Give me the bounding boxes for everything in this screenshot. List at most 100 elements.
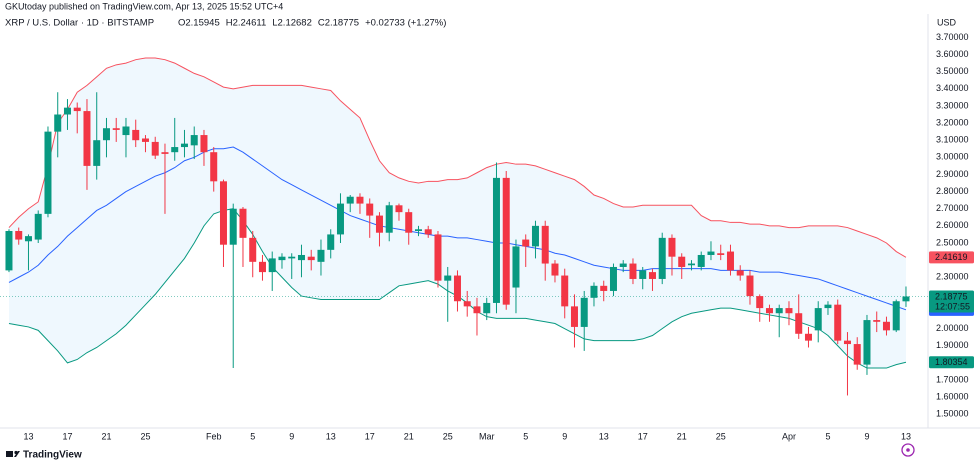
candle-body [268,258,276,273]
y-tick-label: 3.10000 [936,135,969,145]
x-tick-label: 21 [101,431,111,441]
x-tick-label: 5 [523,431,528,441]
candle-body [580,297,588,327]
candle-body [327,234,335,250]
candle-body [609,266,617,291]
candle-body [132,129,140,141]
x-tick-label: Mar [479,431,495,441]
price-box-label: 1.80354 [935,357,968,367]
candle-body [229,208,237,245]
candle-body [210,152,218,182]
candle-body [356,196,364,204]
y-tick-label: 1.90000 [936,340,969,350]
candle-body [795,313,803,334]
x-tick-label: 25 [716,431,726,441]
candle-body [717,253,725,255]
candle-body [697,254,705,267]
candle-body [15,230,23,240]
candle-body [54,114,62,132]
candle-body [414,229,422,231]
candle-body [863,320,871,365]
y-tick-label: 2.30000 [936,272,969,282]
candle-body [297,254,305,261]
candle-body [278,256,286,261]
compare-icon[interactable] [901,443,915,457]
candle-body [385,205,393,233]
price-box [929,251,974,264]
candle-body [902,296,910,302]
x-tick-label: 5 [825,431,830,441]
ohlc-legend-item: O2.15945 [178,18,220,29]
chart-title: XRP / U.S. Dollar · 1D · BITSTAMP [5,18,154,29]
y-tick-label: 3.00000 [936,152,969,162]
y-tick-label: 3.30000 [936,100,969,110]
x-tick-label: 13 [326,431,336,441]
candle-body [590,285,598,298]
y-tick-label: 1.60000 [936,392,969,402]
x-tick-label: 9 [289,431,294,441]
candle-body [473,306,481,314]
x-tick-label: 13 [23,431,33,441]
candle-body [34,213,42,240]
candle-body [395,205,403,213]
y-tick-label: 2.90000 [936,169,969,179]
candle-body [424,229,432,235]
footer-logo [6,450,20,457]
candle-body [736,270,744,276]
y-tick-label: 2.70000 [936,203,969,213]
candle-body [541,225,549,264]
candle-body [522,239,530,247]
x-tick-label: 17 [62,431,72,441]
candle-body [219,181,227,245]
candle-body [249,237,257,262]
countdown-label: 12:07:55 [935,301,970,311]
y-tick-label: 2.80000 [936,186,969,196]
y-tick-label: 1.70000 [936,374,969,384]
candle-body [658,237,666,279]
candle-body [707,251,715,255]
x-tick-label: 17 [365,431,375,441]
candle-body [765,308,773,314]
candle-body [668,237,676,257]
candle-body [551,263,559,276]
y-tick-label: 3.70000 [936,32,969,42]
candle-body [561,275,569,307]
x-tick-label: 21 [404,431,414,441]
candle-body [161,152,169,154]
candle-body [83,111,91,166]
candle-body [512,246,520,288]
candle-body [775,308,783,314]
y-tick-label: 2.60000 [936,220,969,230]
footer-brand: TradingView [23,450,82,461]
candle-body [463,301,471,307]
candle-body [151,141,159,156]
candle-body [492,177,500,303]
x-tick-label: 13 [901,431,911,441]
candle-body [746,275,754,297]
x-tick-label: 21 [677,431,687,441]
candle-body [190,135,198,146]
band-line [8,146,907,311]
candle-body [307,256,315,261]
candle-body [288,256,296,259]
candle-body [785,308,793,314]
candle-body [639,270,647,279]
candle-body [853,344,861,365]
y-tick-label: 1.50000 [936,409,969,419]
publisher-header: GKUtoday published on TradingView.com, A… [5,1,283,11]
ohlc-legend-item: H2.24611 [226,18,267,29]
candle-body [882,321,890,331]
candle-body [483,302,491,314]
plot-area [0,57,928,396]
candle-body [366,203,374,216]
candle-body [531,225,539,247]
candle-body [619,263,627,267]
ohlc-legend-item: +0.02733 (+1.27%) [365,18,446,29]
candle-body [93,140,101,166]
candle-body [648,272,656,279]
x-tick-label: 9 [562,431,567,441]
candle-body [375,215,383,233]
candle-body [892,301,900,331]
